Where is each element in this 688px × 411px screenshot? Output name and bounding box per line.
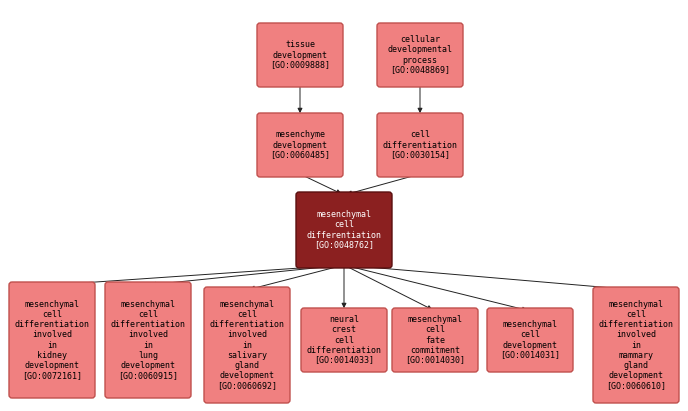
Text: mesenchymal
cell
differentiation
[GO:0048762]: mesenchymal cell differentiation [GO:004… <box>306 210 382 249</box>
FancyBboxPatch shape <box>257 113 343 177</box>
Text: mesenchymal
cell
fate
commitment
[GO:0014030]: mesenchymal cell fate commitment [GO:001… <box>405 315 465 365</box>
FancyBboxPatch shape <box>204 287 290 403</box>
Text: cell
differentiation
[GO:0030154]: cell differentiation [GO:0030154] <box>383 130 458 159</box>
FancyBboxPatch shape <box>392 308 478 372</box>
FancyBboxPatch shape <box>377 23 463 87</box>
Text: neural
crest
cell
differentiation
[GO:0014033]: neural crest cell differentiation [GO:00… <box>306 315 382 365</box>
FancyBboxPatch shape <box>593 287 679 403</box>
FancyBboxPatch shape <box>257 23 343 87</box>
Text: mesenchymal
cell
development
[GO:0014031]: mesenchymal cell development [GO:0014031… <box>500 321 560 360</box>
FancyBboxPatch shape <box>105 282 191 398</box>
FancyBboxPatch shape <box>296 192 392 268</box>
Text: mesenchymal
cell
differentiation
involved
in
mammary
gland
development
[GO:00606: mesenchymal cell differentiation involve… <box>599 300 674 390</box>
FancyBboxPatch shape <box>377 113 463 177</box>
FancyBboxPatch shape <box>487 308 573 372</box>
Text: mesenchyme
development
[GO:0060485]: mesenchyme development [GO:0060485] <box>270 130 330 159</box>
FancyBboxPatch shape <box>301 308 387 372</box>
FancyBboxPatch shape <box>9 282 95 398</box>
Text: mesenchymal
cell
differentiation
involved
in
lung
development
[GO:0060915]: mesenchymal cell differentiation involve… <box>111 300 186 380</box>
Text: cellular
developmental
process
[GO:0048869]: cellular developmental process [GO:00488… <box>387 35 453 74</box>
Text: mesenchymal
cell
differentiation
involved
in
salivary
gland
development
[GO:0060: mesenchymal cell differentiation involve… <box>210 300 285 390</box>
Text: mesenchymal
cell
differentiation
involved
in
kidney
development
[GO:0072161]: mesenchymal cell differentiation involve… <box>14 300 89 380</box>
Text: tissue
development
[GO:0009888]: tissue development [GO:0009888] <box>270 40 330 69</box>
